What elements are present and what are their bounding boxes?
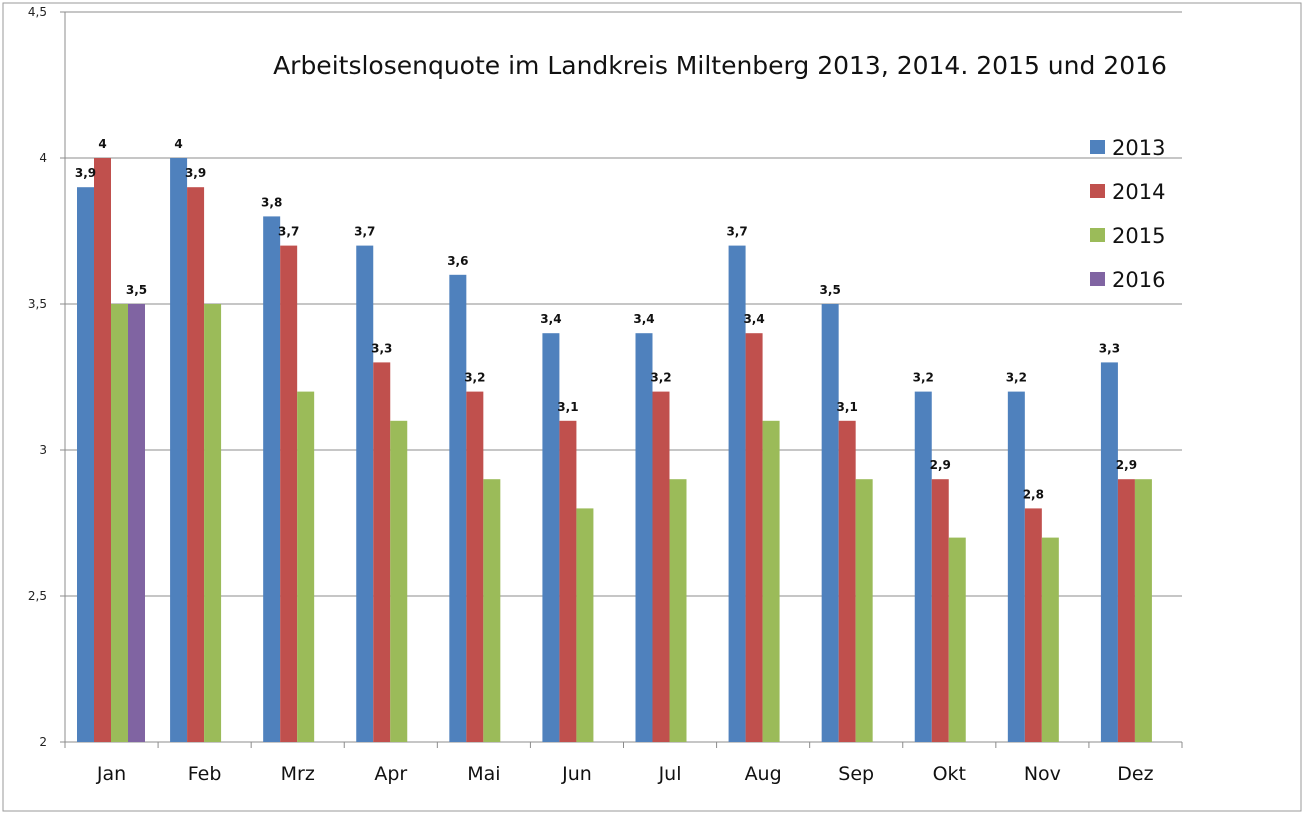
data-label: 3,9 [185,166,206,180]
y-axis: 2 2,5 3 3,5 4 4,5 [28,5,66,749]
x-tick-label: Apr [374,763,407,785]
data-label: 4 [174,137,182,151]
data-label: 3,2 [913,371,934,385]
bar-2015-Dez [1134,479,1152,742]
bar-2013-Okt [914,391,932,742]
legend-entry-2016: 2016 [1112,268,1165,292]
bar-2014-Nov [1024,508,1042,742]
legend-entry-2014: 2014 [1112,180,1165,204]
bar-2014-Mai [466,391,484,742]
chart-title: Arbeitslosenquote im Landkreis Miltenber… [273,51,1167,80]
data-label: 3,1 [557,400,578,414]
bar-2015-Sep [855,479,873,742]
bar-2016-Jan [128,304,145,742]
bar-2014-Apr [373,362,391,742]
bar-2013-Dez [1100,362,1118,742]
bar-2015-Apr [390,420,408,742]
data-label: 3,2 [1006,371,1027,385]
bar-2013-Jun [542,333,560,742]
bar-2015-Jul [669,479,687,742]
bar-2013-Mrz [263,216,281,742]
y-tick-label: 2,5 [28,589,47,603]
data-label: 3,4 [540,312,561,326]
data-label: 3,4 [743,312,764,326]
x-tick-label: Jan [96,763,126,785]
bar-2013-Apr [356,245,374,742]
bars [77,158,1152,742]
x-tick-label: Jun [561,763,592,785]
x-axis: Jan Feb Mrz Apr Mai Jun Jul Aug Sep Okt Nov Dez [64,741,1183,785]
bar-2014-Mrz [280,245,298,742]
data-label: 3,5 [820,283,841,297]
y-tick-label: 3 [39,443,47,457]
data-label: 3,5 [126,283,147,297]
legend: 2013 2014 2015 2016 [1090,136,1165,292]
x-tick-label: Feb [188,763,222,785]
data-label: 2,8 [1023,487,1044,501]
x-tick-label: Okt [933,763,966,785]
x-tick-label: Aug [745,763,782,785]
bar-2014-Okt [931,479,949,742]
x-tick-label: Jul [658,763,682,785]
data-label: 3,7 [278,225,299,239]
bar-2013-Jul [635,333,653,742]
bar-2015-Feb [204,304,222,742]
bar-2014-Jun [559,420,577,742]
bar-2015-Nov [1041,537,1059,742]
bar-2013-Aug [728,245,746,742]
data-label: 3,2 [650,371,671,385]
x-tick-label: Nov [1024,763,1061,785]
legend-entry-2013: 2013 [1112,136,1165,160]
bar-2014-Aug [745,333,763,742]
data-label: 3,7 [354,225,375,239]
bar-2015-Jun [576,508,594,742]
bar-2014-Jul [652,391,670,742]
bar-2014-Sep [838,420,856,742]
bar-2013-Mai [449,274,467,742]
x-tick-label: Mai [467,763,500,785]
bar-2014-Feb [187,187,205,742]
legend-swatch-2014 [1090,184,1105,198]
data-label: 3,1 [837,400,858,414]
legend-entry-2015: 2015 [1112,224,1165,248]
data-label: 2,9 [1116,458,1137,472]
bar-2015-Jan [111,304,128,742]
bar-2015-Mrz [297,391,315,742]
data-label: 3,7 [726,225,747,239]
legend-swatch-2013 [1090,140,1105,154]
y-tick-label: 4,5 [28,5,47,19]
data-label: 3,3 [371,341,392,355]
bar-2015-Mai [483,479,501,742]
data-labels: 3,9 4 3,8 3,7 3,6 3,4 3,4 3,7 3,5 3,2 3,2 3,3 4 3,9 3,… [75,137,1137,501]
legend-swatch-2016 [1090,272,1105,286]
data-label: 3,9 [75,166,96,180]
bar-2013-Sep [821,304,839,742]
bar-2014-Dez [1117,479,1135,742]
bar-2013-Nov [1007,391,1025,742]
x-tick-label: Mrz [281,763,315,785]
data-label: 3,8 [261,195,282,209]
bar-2013-Feb [170,158,188,742]
data-label: 3,2 [464,371,485,385]
data-label: 4 [98,137,106,151]
bar-2014-Jan [94,158,111,742]
x-tick-label: Dez [1117,763,1153,785]
data-label: 2,9 [930,458,951,472]
y-tick-label: 2 [39,735,47,749]
bar-2015-Aug [762,420,780,742]
data-label: 3,3 [1099,341,1120,355]
data-label: 3,6 [447,254,468,268]
y-tick-label: 4 [39,151,47,165]
x-tick-label: Sep [838,763,874,785]
bar-2015-Okt [948,537,966,742]
bar-2013-Jan [77,187,94,742]
legend-swatch-2015 [1090,228,1105,242]
y-tick-label: 3,5 [28,297,47,311]
data-label: 3,4 [633,312,654,326]
